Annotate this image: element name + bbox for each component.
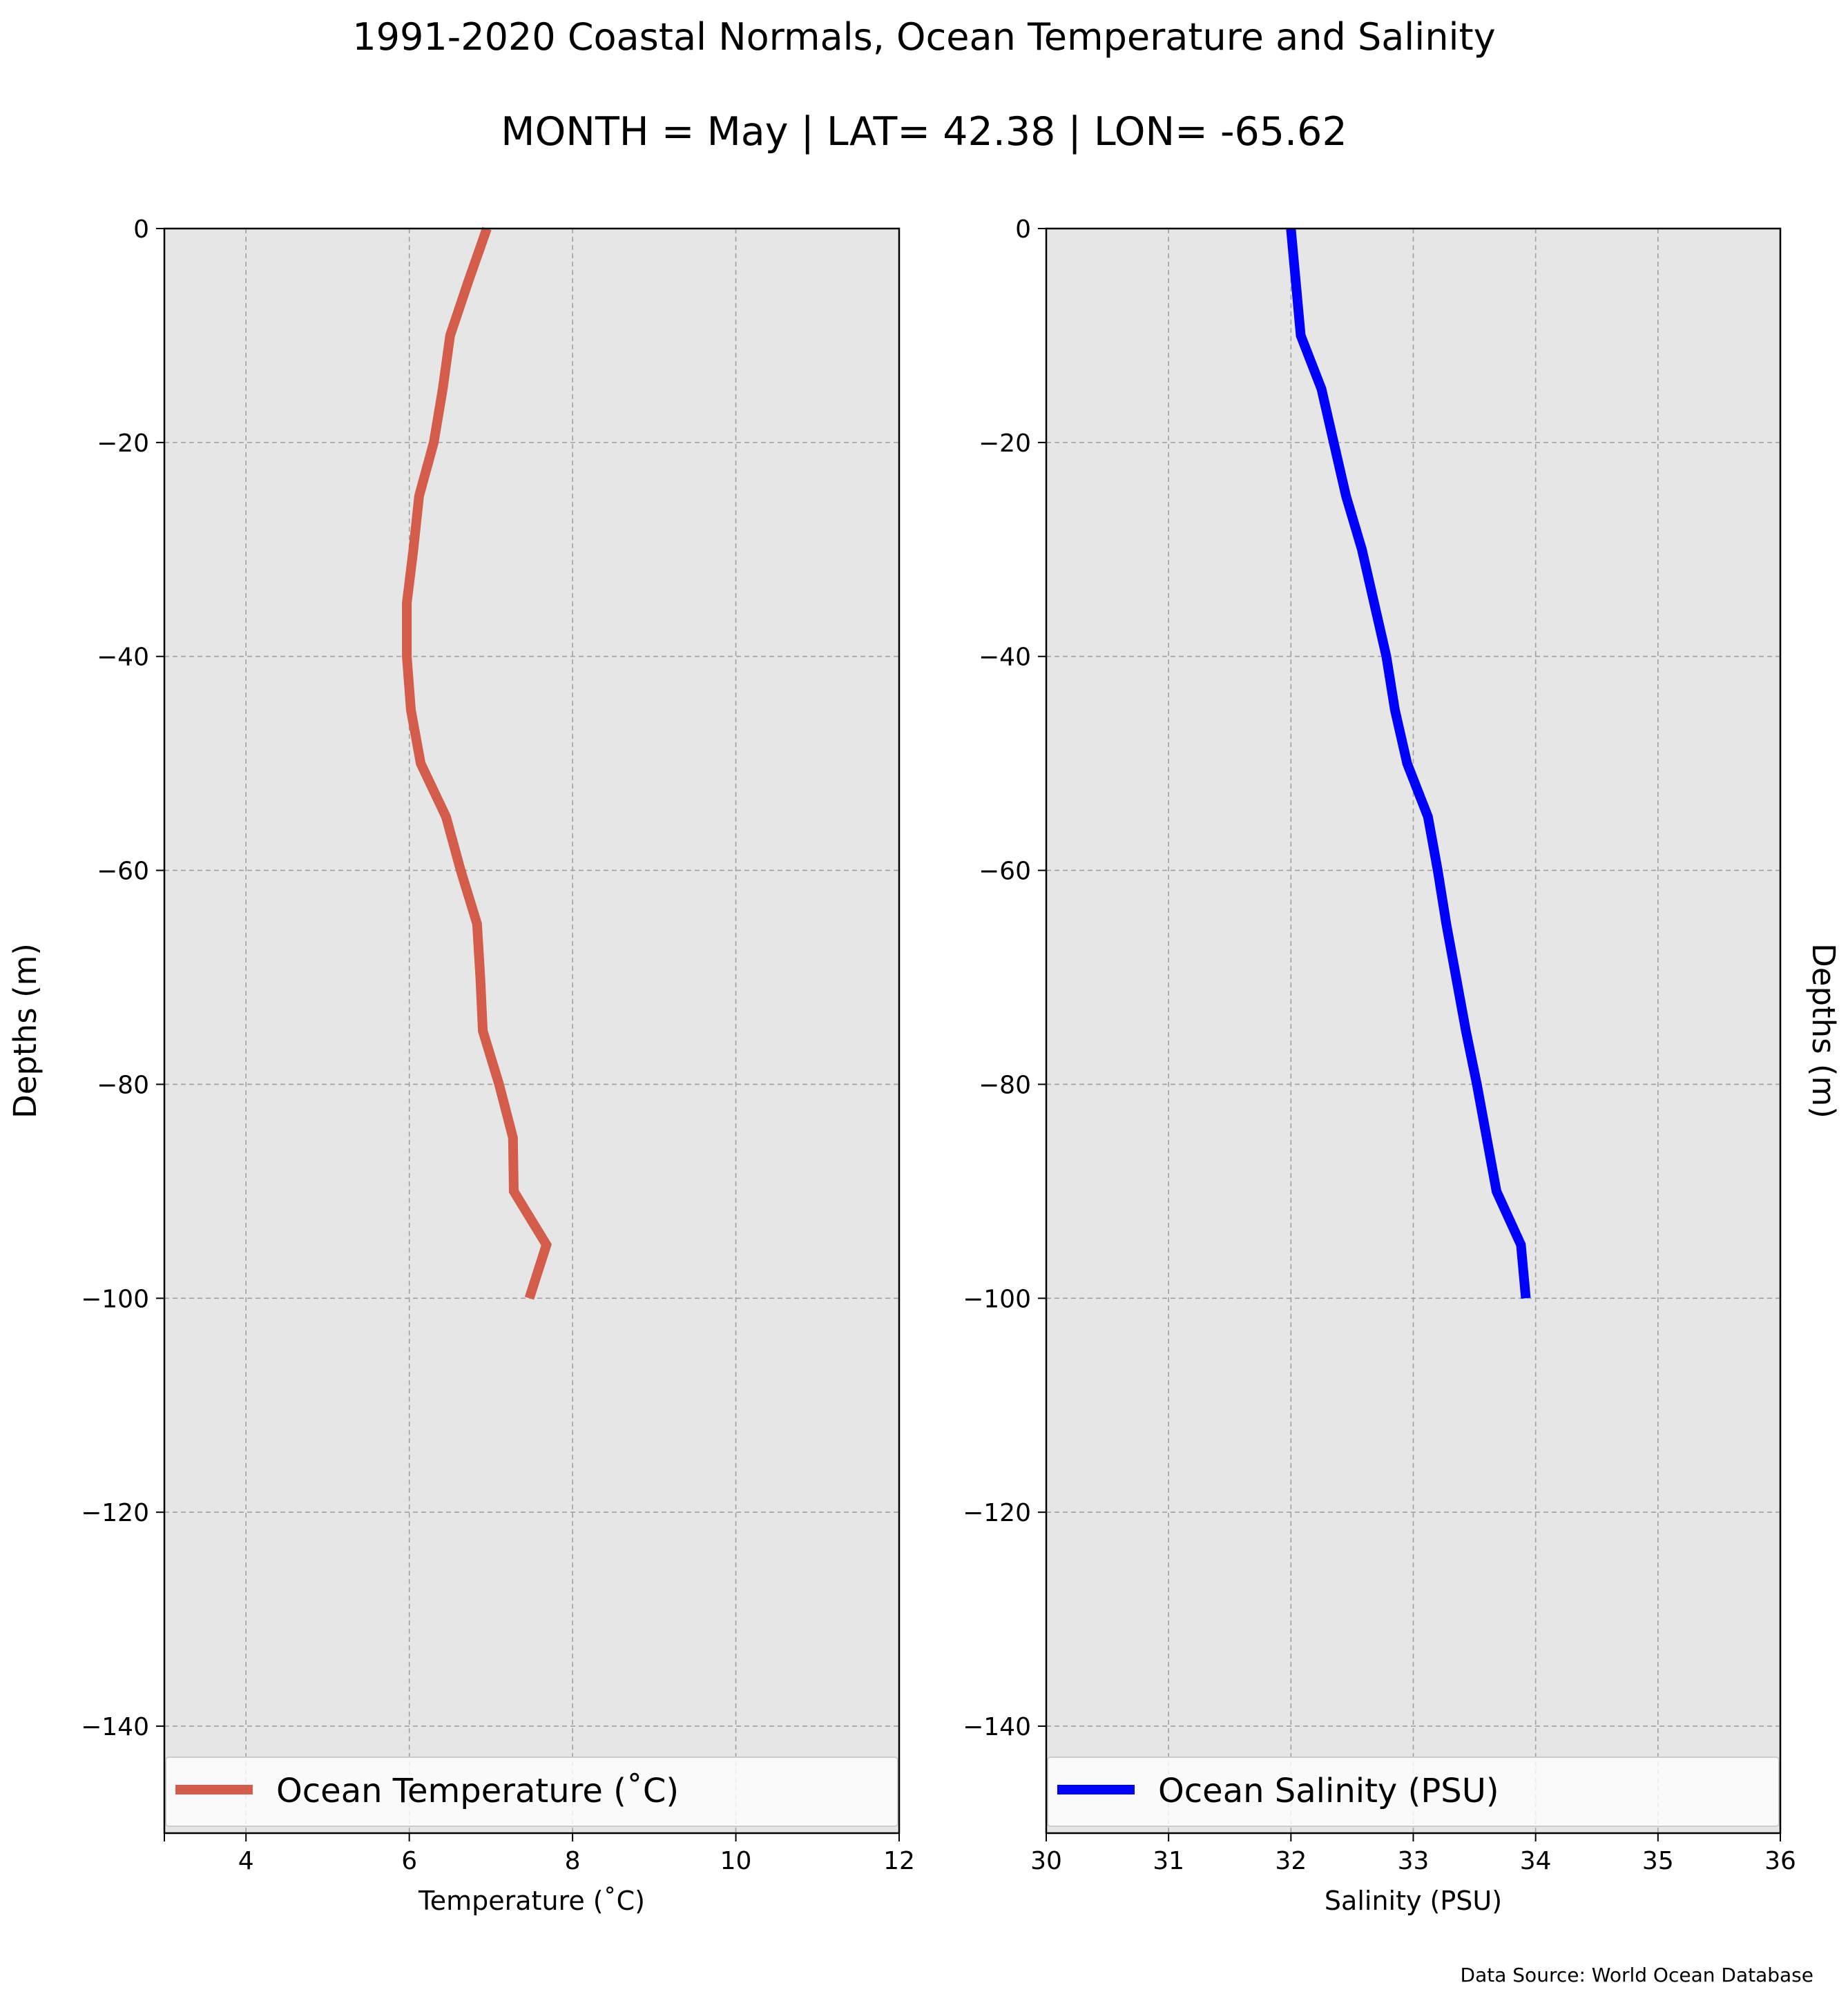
y-tick-label: −60 xyxy=(979,858,1031,886)
salinity-panel: Ocean Salinity (PSU) 30 31 32 33 34 35 36 0 −20 −4… xyxy=(963,215,1842,1916)
legend-frame xyxy=(1047,1757,1780,1827)
figure-title: 1991-2020 Coastal Normals, Ocean Tempera… xyxy=(352,15,1495,59)
series-line-salinity xyxy=(1286,228,1531,1299)
x-tick-label: 35 xyxy=(1642,1847,1674,1875)
data-source-note: Data Source: World Ocean Database xyxy=(1461,1964,1813,1986)
x-tick-label: 6 xyxy=(401,1847,417,1875)
y-axis-label: Depths (m) xyxy=(7,943,44,1119)
x-tick-label: 34 xyxy=(1520,1847,1552,1875)
figure-subtitle: MONTH = May | LAT= 42.38 | LON= -65.62 xyxy=(501,109,1347,155)
x-tick-label: 36 xyxy=(1764,1847,1796,1875)
x-tick-label: 12 xyxy=(883,1847,915,1875)
x-axis-label: Salinity (PSU) xyxy=(1325,1886,1502,1916)
series-line-temperature xyxy=(402,226,552,1300)
temperature-panel: Ocean Temperature (˚C) 4 6 8 10 12 0 −20 −40 −60 −… xyxy=(7,215,915,1916)
legend: Ocean Salinity (PSU) xyxy=(1047,1757,1780,1827)
x-axis-label: Temperature (˚C) xyxy=(418,1886,645,1916)
y-tick-label: 0 xyxy=(1015,215,1031,244)
x-tick-label: 32 xyxy=(1275,1847,1307,1875)
x-tick-label: 31 xyxy=(1153,1847,1184,1875)
plot-area xyxy=(164,229,899,1833)
x-tick-label: 10 xyxy=(720,1847,752,1875)
y-tick-label: −140 xyxy=(963,1713,1031,1741)
y-tick-label: −80 xyxy=(979,1071,1031,1099)
y-axis-label: Depths (m) xyxy=(1805,943,1842,1119)
y-tick-label: −100 xyxy=(963,1285,1031,1313)
y-tick-label: −20 xyxy=(97,429,149,458)
y-tick-label: −60 xyxy=(97,858,149,886)
y-tick-label: 0 xyxy=(133,215,149,244)
legend-frame xyxy=(165,1757,898,1827)
x-tick-label: 30 xyxy=(1030,1847,1062,1875)
axes-frame xyxy=(163,227,901,1835)
x-tick-label: 33 xyxy=(1398,1847,1430,1875)
x-tick-label: 4 xyxy=(238,1847,254,1875)
y-tick-label: −80 xyxy=(97,1071,149,1099)
legend-label: Ocean Temperature (˚C) xyxy=(276,1772,679,1810)
y-tick-label: −20 xyxy=(979,429,1031,458)
legend-label: Ocean Salinity (PSU) xyxy=(1158,1772,1499,1810)
y-tick-label: −120 xyxy=(963,1499,1031,1527)
x-tick-label: 8 xyxy=(565,1847,581,1875)
y-tick-label: −100 xyxy=(81,1285,149,1313)
legend: Ocean Temperature (˚C) xyxy=(165,1757,898,1827)
y-tick-label: −40 xyxy=(979,644,1031,672)
y-tick-label: −120 xyxy=(81,1499,149,1527)
y-tick-label: −40 xyxy=(97,644,149,672)
y-tick-label: −140 xyxy=(81,1713,149,1741)
